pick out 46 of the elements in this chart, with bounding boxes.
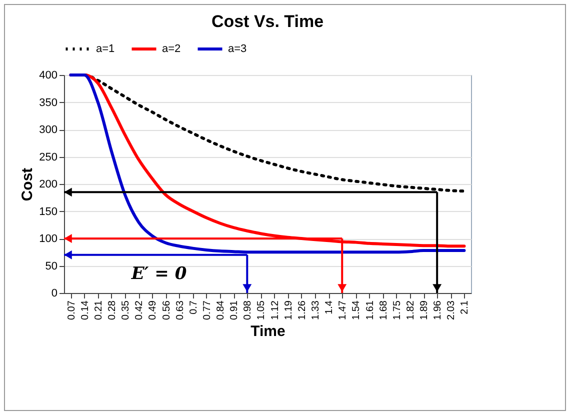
y-tick-label: 100	[39, 233, 58, 245]
x-tick-label: 0.7	[188, 300, 200, 314]
x-tick-label: 1.19	[283, 300, 294, 320]
legend-label: a=3	[228, 43, 247, 55]
x-tick-label: 1.12	[270, 300, 281, 320]
y-tick-label: 250	[39, 151, 58, 164]
y-tick-label: 50	[45, 260, 58, 272]
y-tick-label: 150	[39, 206, 58, 218]
x-tick-label: 0.21	[93, 300, 104, 320]
x-tick-label: 1.82	[405, 300, 416, 320]
x-tick-label: 1.75	[392, 300, 403, 320]
x-tick-label: 1.4	[324, 300, 336, 314]
chart-title: Cost Vs. Time	[211, 12, 324, 31]
x-tick-label: 0.63	[174, 300, 186, 320]
annotation: E′ = 0	[130, 264, 187, 284]
x-tick-label: 2.1	[460, 300, 471, 314]
y-tick-label: 0	[51, 288, 58, 300]
x-tick-label: 2.03	[446, 300, 458, 320]
x-tick-label: 0.98	[242, 300, 254, 320]
y-tick-label: 200	[39, 178, 58, 190]
legend-label: a=1	[96, 43, 115, 55]
x-tick-label: 0.84	[216, 300, 227, 320]
x-tick-label: 0.91	[229, 300, 240, 320]
x-tick-label: 0.14	[80, 300, 91, 320]
x-tick-label: 0.35	[120, 300, 132, 320]
x-tick-label: 1.33	[310, 300, 322, 320]
legend-label: a=2	[162, 43, 181, 55]
x-tick-label: 0.56	[161, 300, 172, 320]
y-tick-label: 400	[39, 70, 58, 82]
y-axis-title: Cost	[19, 168, 36, 202]
x-tick-label: 0.07	[66, 300, 78, 320]
x-tick-label: 1.54	[351, 300, 362, 320]
x-tick-label: 0.77	[202, 300, 213, 320]
x-tick-label: 0.49	[148, 300, 159, 320]
x-tick-label: 1.47	[338, 300, 349, 320]
x-tick-label: 0.42	[134, 300, 146, 320]
x-tick-label: 1.26	[296, 300, 308, 320]
x-tick-label: 1.61	[364, 300, 376, 320]
x-tick-label: 1.05	[256, 300, 268, 320]
x-axis-title: Time	[250, 322, 286, 340]
y-tick-label: 300	[39, 124, 58, 136]
x-tick-label: 1.89	[419, 300, 430, 320]
x-tick-label: 1.96	[432, 300, 444, 320]
x-tick-label: 1.68	[378, 300, 390, 320]
x-tick-label: 0.28	[106, 300, 118, 320]
y-tick-label: 350	[39, 96, 58, 109]
